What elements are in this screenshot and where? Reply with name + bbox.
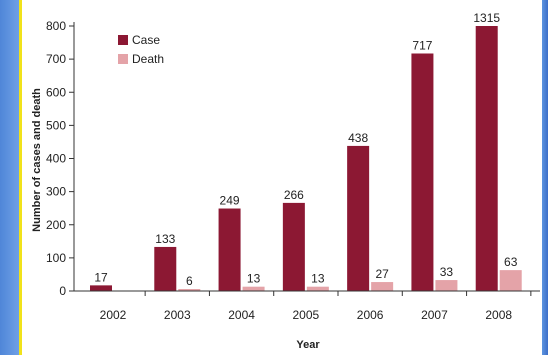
bar-case-2007 [411,53,434,292]
legend-label-case: Case [132,33,160,47]
data-label-case-2002: 17 [94,270,108,284]
y-axis-title: Number of cases and death [31,88,43,232]
legend: Case Death [118,33,164,66]
data-label-case-2005: 266 [284,188,304,202]
y-tick-label: 0 [59,284,66,298]
bars-group [90,26,522,292]
bar-death-2006 [371,282,394,291]
y-tick-label: 500 [46,118,66,132]
y-tick-label: 400 [46,152,66,166]
y-tick-label: 700 [46,52,66,66]
data-label-death-2007: 33 [440,265,454,279]
y-tick-label: 300 [46,185,66,199]
bar-case-2003 [154,246,177,291]
bar-death-2007 [435,280,458,291]
y-tick-label: 200 [46,218,66,232]
bar-labels-group: 17 133 6 249 13 266 13 438 27 717 33 1315 63 [94,11,517,288]
left-decorative-strip [0,0,19,355]
bar-case-2008 [475,26,498,291]
bar-case-2004 [218,208,241,291]
legend-swatch-case [118,35,128,45]
data-label-death-2005: 13 [311,272,325,286]
x-tick-label-2008: 2008 [485,308,512,322]
data-label-case-2004: 249 [220,194,240,208]
x-tick-label-2002: 2002 [100,308,127,322]
data-label-case-2006: 438 [348,131,368,145]
x-axis-title: Year [296,339,320,351]
bar-case-2006 [347,145,370,291]
legend-swatch-death [118,54,128,64]
bar-case-2002 [90,285,112,291]
data-label-case-2003: 133 [155,232,175,246]
y-tick-label: 100 [46,251,66,265]
bar-death-2003 [178,289,201,291]
data-label-death-2008: 63 [504,255,518,269]
bar-death-2008 [499,270,522,291]
data-label-death-2003: 6 [186,274,193,288]
x-tick-label-2006: 2006 [357,308,384,322]
legend-label-death: Death [132,52,164,66]
data-label-case-2008: 1315 [473,11,500,25]
y-tick-label: 800 [46,19,66,33]
data-label-case-2007: 717 [412,38,432,52]
y-tick-label: 600 [46,85,66,99]
x-tick-label-2003: 2003 [164,308,191,322]
bar-case-2005 [282,202,305,291]
data-label-death-2006: 27 [375,267,389,281]
x-tick-label-2007: 2007 [421,308,448,322]
left-yellow-edge [19,0,22,355]
x-tick-label-2004: 2004 [228,308,255,322]
data-label-death-2004: 13 [247,272,261,286]
x-axis-ticks: 2002 2003 2004 2005 2006 2007 2008 [100,291,532,322]
bar-death-2004 [242,286,265,291]
x-tick-label-2005: 2005 [293,308,320,322]
right-decorative-strip [542,0,548,355]
bar-death-2005 [306,286,329,291]
y-axis-ticks: 0 100 200 300 400 500 600 700 800 [46,19,74,298]
